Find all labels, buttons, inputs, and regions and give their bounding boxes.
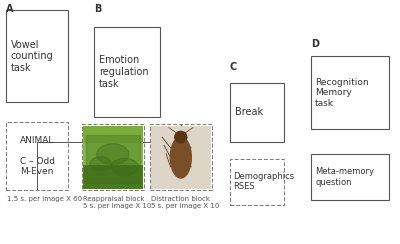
Text: C: C bbox=[230, 62, 237, 72]
Text: ANIMAL

C – Odd
M-Even: ANIMAL C – Odd M-Even bbox=[20, 136, 54, 176]
Text: Break: Break bbox=[235, 107, 263, 117]
Text: Vowel
counting
task: Vowel counting task bbox=[11, 40, 54, 73]
Text: Distraction block
5 s. per image X 10: Distraction block 5 s. per image X 10 bbox=[151, 196, 219, 209]
Text: D: D bbox=[311, 39, 319, 49]
Text: Recognition
Memory
task: Recognition Memory task bbox=[315, 78, 369, 108]
FancyBboxPatch shape bbox=[6, 10, 68, 102]
Text: 1.5 s. per image X 60: 1.5 s. per image X 60 bbox=[7, 196, 82, 203]
FancyBboxPatch shape bbox=[94, 27, 160, 117]
FancyBboxPatch shape bbox=[311, 154, 389, 200]
FancyBboxPatch shape bbox=[311, 56, 389, 129]
Text: Demographics
RSES: Demographics RSES bbox=[233, 172, 294, 192]
Text: Emotion
regulation
task: Emotion regulation task bbox=[99, 55, 148, 89]
Text: A: A bbox=[6, 4, 14, 14]
Text: Meta-memory
question: Meta-memory question bbox=[315, 167, 374, 187]
FancyBboxPatch shape bbox=[230, 83, 284, 142]
Text: B: B bbox=[94, 4, 101, 14]
Text: Reappraisal block
5 s. per image X 10: Reappraisal block 5 s. per image X 10 bbox=[83, 196, 151, 209]
